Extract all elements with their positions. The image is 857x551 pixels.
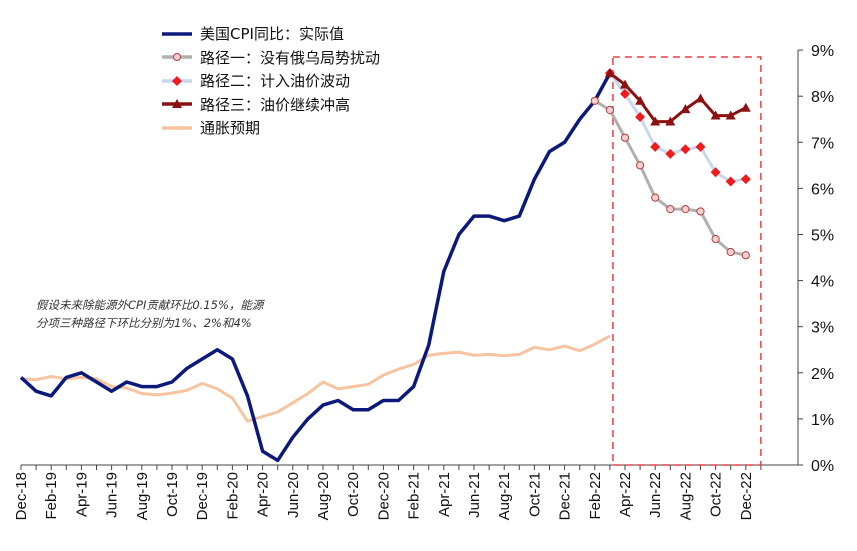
path3-point <box>665 116 676 126</box>
legend-label: 路径三：油价继续冲高 <box>200 95 351 114</box>
legend-label: 路径一：没有俄乌局势扰动 <box>200 48 381 67</box>
x-tick-label: Jun-19 <box>104 472 121 518</box>
path2-point <box>725 176 736 187</box>
path1-point <box>590 96 599 105</box>
path2-point <box>680 144 691 155</box>
path2-line <box>608 72 747 183</box>
path1-point <box>620 133 630 142</box>
y-tick-label: 2% <box>811 366 834 383</box>
x-tick-label: Feb-20 <box>224 472 241 520</box>
path1-point <box>636 161 645 170</box>
x-tick-label: Jun-20 <box>285 472 302 518</box>
path3-point <box>620 79 630 89</box>
path1-point <box>651 193 660 202</box>
peach-line-icon <box>162 126 192 130</box>
legend-item-actual: 美国CPI同比：实际值 <box>160 22 380 46</box>
legend: 美国CPI同比：实际值 路径一：没有俄乌局势扰动 路径二：计入油价波动 路径三：… <box>160 22 380 140</box>
x-tick-label: Feb-21 <box>406 472 423 520</box>
y-tick-label: 7% <box>811 135 834 152</box>
path1-point <box>605 105 615 115</box>
path2-point <box>740 174 751 185</box>
x-tick-label: Oct-21 <box>526 472 543 517</box>
path3-point <box>635 95 646 105</box>
x-tick-label: Apr-21 <box>436 472 453 517</box>
red-diamond-line-icon <box>162 75 192 86</box>
path1-point <box>666 205 675 214</box>
x-tick-label: Dec-22 <box>738 472 755 520</box>
path2-point <box>665 148 676 159</box>
legend-label: 美国CPI同比：实际值 <box>200 25 344 44</box>
path1-point <box>741 251 750 260</box>
actual-cpi-line <box>19 72 612 463</box>
path3-line <box>608 71 747 124</box>
x-tick-label: Jun-21 <box>466 472 483 518</box>
navy-line-icon <box>162 32 192 36</box>
y-tick-label: 4% <box>811 274 834 291</box>
x-tick-label: Apr-19 <box>73 472 90 517</box>
x-tick-label: Oct-22 <box>708 472 725 517</box>
markers-layer <box>590 68 751 260</box>
note-line-1: 假设未来除能源外CPI贡献环比0.15%，能源 <box>36 298 264 312</box>
path2-point <box>695 141 706 152</box>
x-tick-label: Jun-22 <box>647 472 664 518</box>
x-tick-label: Aug-21 <box>496 472 513 520</box>
path1-point <box>681 205 690 214</box>
legend-item-path3: 路径三：油价继续冲高 <box>160 93 380 117</box>
x-tick-label: Apr-22 <box>617 472 634 517</box>
y-tick-label: 0% <box>811 458 834 475</box>
y-tick-label: 5% <box>811 228 834 245</box>
x-tick-label: Aug-20 <box>315 472 332 520</box>
x-tick-label: Oct-19 <box>164 472 181 517</box>
x-tick-label: Aug-19 <box>134 472 151 520</box>
x-tick-label: Oct-20 <box>345 472 362 517</box>
note-line-2: 分项三种路径下环比分别为1%、2%和4% <box>36 316 252 330</box>
assumption-note: 假设未来除能源外CPI贡献环比0.15%，能源 分项三种路径下环比分别为1%、2… <box>36 296 263 332</box>
x-tick-label: Feb-19 <box>43 472 60 520</box>
inflation-expectation-line <box>20 334 611 423</box>
darkred-triangle-line-icon <box>162 99 192 109</box>
path2-point <box>635 111 646 122</box>
x-tick-label: Dec-18 <box>13 472 30 520</box>
path3-point <box>725 110 736 120</box>
path3-point <box>710 110 721 120</box>
y-tick-label: 1% <box>811 412 834 429</box>
legend-item-path1: 路径一：没有俄乌局势扰动 <box>160 46 380 70</box>
y-tick-label: 8% <box>811 89 834 106</box>
y-tick-label: 6% <box>811 181 834 198</box>
x-tick-label: Dec-20 <box>375 472 392 520</box>
path2-point <box>650 141 661 152</box>
x-tick-label: Apr-20 <box>255 472 272 517</box>
path2-point <box>620 88 630 99</box>
x-tick-label: Aug-22 <box>677 472 694 520</box>
y-tick-label: 3% <box>811 320 834 337</box>
path3-point <box>604 68 615 78</box>
path3-point <box>680 104 691 114</box>
legend-item-expectation: 通胀预期 <box>160 116 380 140</box>
x-tick-label: Feb-22 <box>587 472 604 520</box>
x-tick-label: Dec-19 <box>194 472 211 520</box>
path1-point <box>696 207 705 216</box>
x-tick-label: Dec-21 <box>557 472 574 520</box>
gray-circle-line-icon <box>162 53 192 62</box>
path3-point <box>695 93 706 103</box>
projection-box <box>612 56 762 466</box>
legend-label: 通胀预期 <box>200 119 261 138</box>
legend-label: 路径二：计入油价波动 <box>200 72 351 91</box>
path1-point <box>726 247 735 257</box>
legend-item-path2: 路径二：计入油价波动 <box>160 69 380 93</box>
path3-point <box>650 116 661 126</box>
path3-point <box>740 102 751 112</box>
path2-point <box>710 167 721 178</box>
axes-layer: 0% 1% 2% 3% 4% 5% 6% 7% 8% 9% Dec-18 Feb-19 Apr-19 Ju… <box>13 43 834 520</box>
y-tick-label: 9% <box>811 43 834 60</box>
path1-point <box>711 235 720 244</box>
series-layer <box>19 71 747 463</box>
